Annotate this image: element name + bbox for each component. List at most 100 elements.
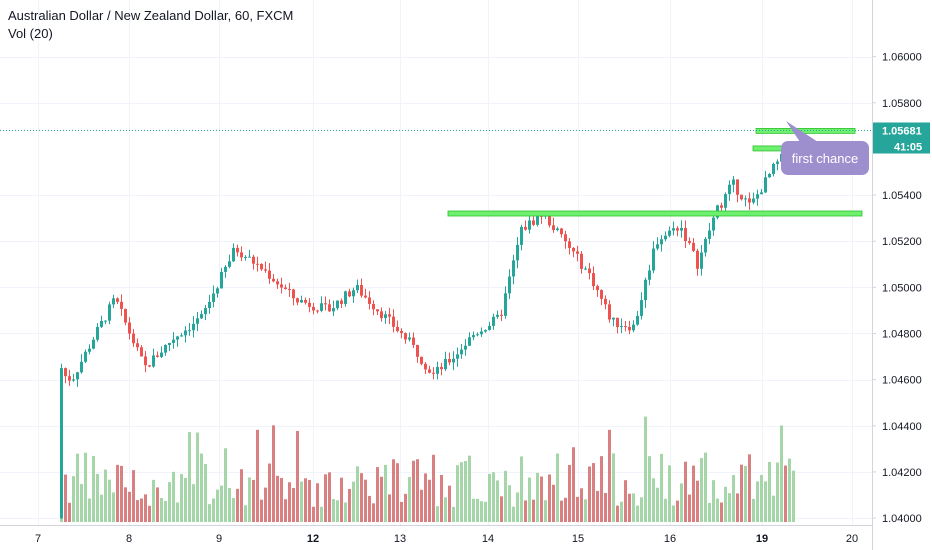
current-price-tag (873, 122, 930, 138)
volume-bar (184, 477, 187, 522)
volume-bar (620, 501, 623, 522)
volume-bar (356, 466, 359, 522)
candle-body (332, 308, 335, 312)
candle-body (440, 366, 443, 370)
volume-bar (364, 479, 367, 522)
candle-body (396, 326, 399, 332)
candle-body (772, 163, 775, 174)
candle-body (740, 194, 743, 200)
candle-body (612, 317, 615, 320)
volume-bar (88, 498, 91, 522)
volume-bar (476, 498, 479, 522)
candle-body (488, 325, 491, 330)
candle-body (356, 284, 359, 291)
volume-bar (444, 497, 447, 522)
volume-pane (60, 416, 795, 522)
volume-bar (280, 477, 283, 522)
volume-bar (572, 447, 575, 522)
candle-body (724, 194, 727, 208)
candle-body (336, 300, 339, 309)
volume-bar (516, 492, 519, 522)
price-axis[interactable]: 1.06000 1.05800 1.05400 1.05200 1.05000 1.048… (872, 0, 932, 550)
volume-bar (220, 485, 223, 522)
callout-box[interactable] (781, 141, 869, 175)
candle-body (64, 368, 67, 377)
candle-body (592, 273, 595, 287)
time-axis-bg (0, 525, 872, 550)
volume-bar (160, 497, 163, 522)
zone-line[interactable] (447, 210, 863, 217)
annotation-callout[interactable]: first chance (781, 121, 869, 175)
candle-body (360, 284, 363, 296)
volume-bar (132, 470, 135, 522)
volume-bar (216, 489, 219, 522)
candle-body (412, 337, 415, 345)
volume-bar (664, 498, 667, 522)
candle-body (228, 261, 231, 267)
volume-bar (524, 500, 527, 522)
volume-bar (400, 501, 403, 522)
volume-bar (440, 474, 443, 522)
volume-bar (652, 478, 655, 522)
candle-body (72, 379, 75, 381)
candle-body (536, 215, 539, 225)
candle-body (224, 266, 227, 272)
candle-body (196, 318, 199, 324)
volume-bar (264, 487, 267, 522)
candle-body (340, 300, 343, 304)
candle-body (176, 336, 179, 340)
volume-bar (452, 506, 455, 522)
candle-body (600, 290, 603, 299)
volume-bar (112, 492, 115, 522)
candle-body (404, 333, 407, 340)
candle-body (400, 331, 403, 334)
volume-bar (136, 500, 139, 522)
candle-body (100, 320, 103, 327)
price-tick-label: 1.04400 (882, 421, 922, 433)
volume-bar (520, 456, 523, 522)
volume-bar (360, 473, 363, 522)
zone-lines[interactable] (0, 128, 872, 217)
candle-body (192, 323, 195, 331)
candle-body (220, 271, 223, 289)
volume-bar (348, 488, 351, 522)
candle-body (764, 177, 767, 193)
volume-bar (296, 430, 299, 522)
candle-body (240, 252, 243, 258)
candle-body (372, 303, 375, 310)
volume-bar (432, 454, 435, 522)
volume-bar (484, 501, 487, 522)
volume-bar (588, 466, 591, 522)
volume-bar (736, 493, 739, 522)
volume-bar (512, 506, 515, 522)
volume-bar (500, 496, 503, 522)
candle-body (168, 342, 171, 345)
volume-bar (300, 481, 303, 522)
volume-bar (156, 487, 159, 522)
candle-body (560, 228, 563, 235)
volume-bar (284, 499, 287, 522)
candle-body (548, 214, 551, 226)
time-axis[interactable]: 7 8 9 12 13 14 15 16 19 20 (0, 525, 872, 550)
candle-body (604, 298, 607, 305)
time-tick-label: 15 (572, 533, 584, 545)
candle-body (160, 352, 163, 357)
candle-body (120, 301, 123, 309)
volume-bar (780, 425, 783, 522)
candle-body (692, 242, 695, 251)
volume-bar (668, 465, 671, 522)
candle-body (756, 194, 759, 199)
candle-body (444, 358, 447, 370)
candle-body (704, 238, 707, 253)
candle-body (752, 198, 755, 203)
volume-bar (376, 467, 379, 522)
candle-body (656, 244, 659, 249)
candle-body (208, 301, 211, 309)
volume-bar (388, 494, 391, 522)
candle-body (712, 217, 715, 231)
candle-body (68, 376, 71, 381)
candle-body (264, 269, 267, 271)
price-tick-label: 1.06000 (882, 52, 922, 64)
volume-bar (612, 453, 615, 522)
